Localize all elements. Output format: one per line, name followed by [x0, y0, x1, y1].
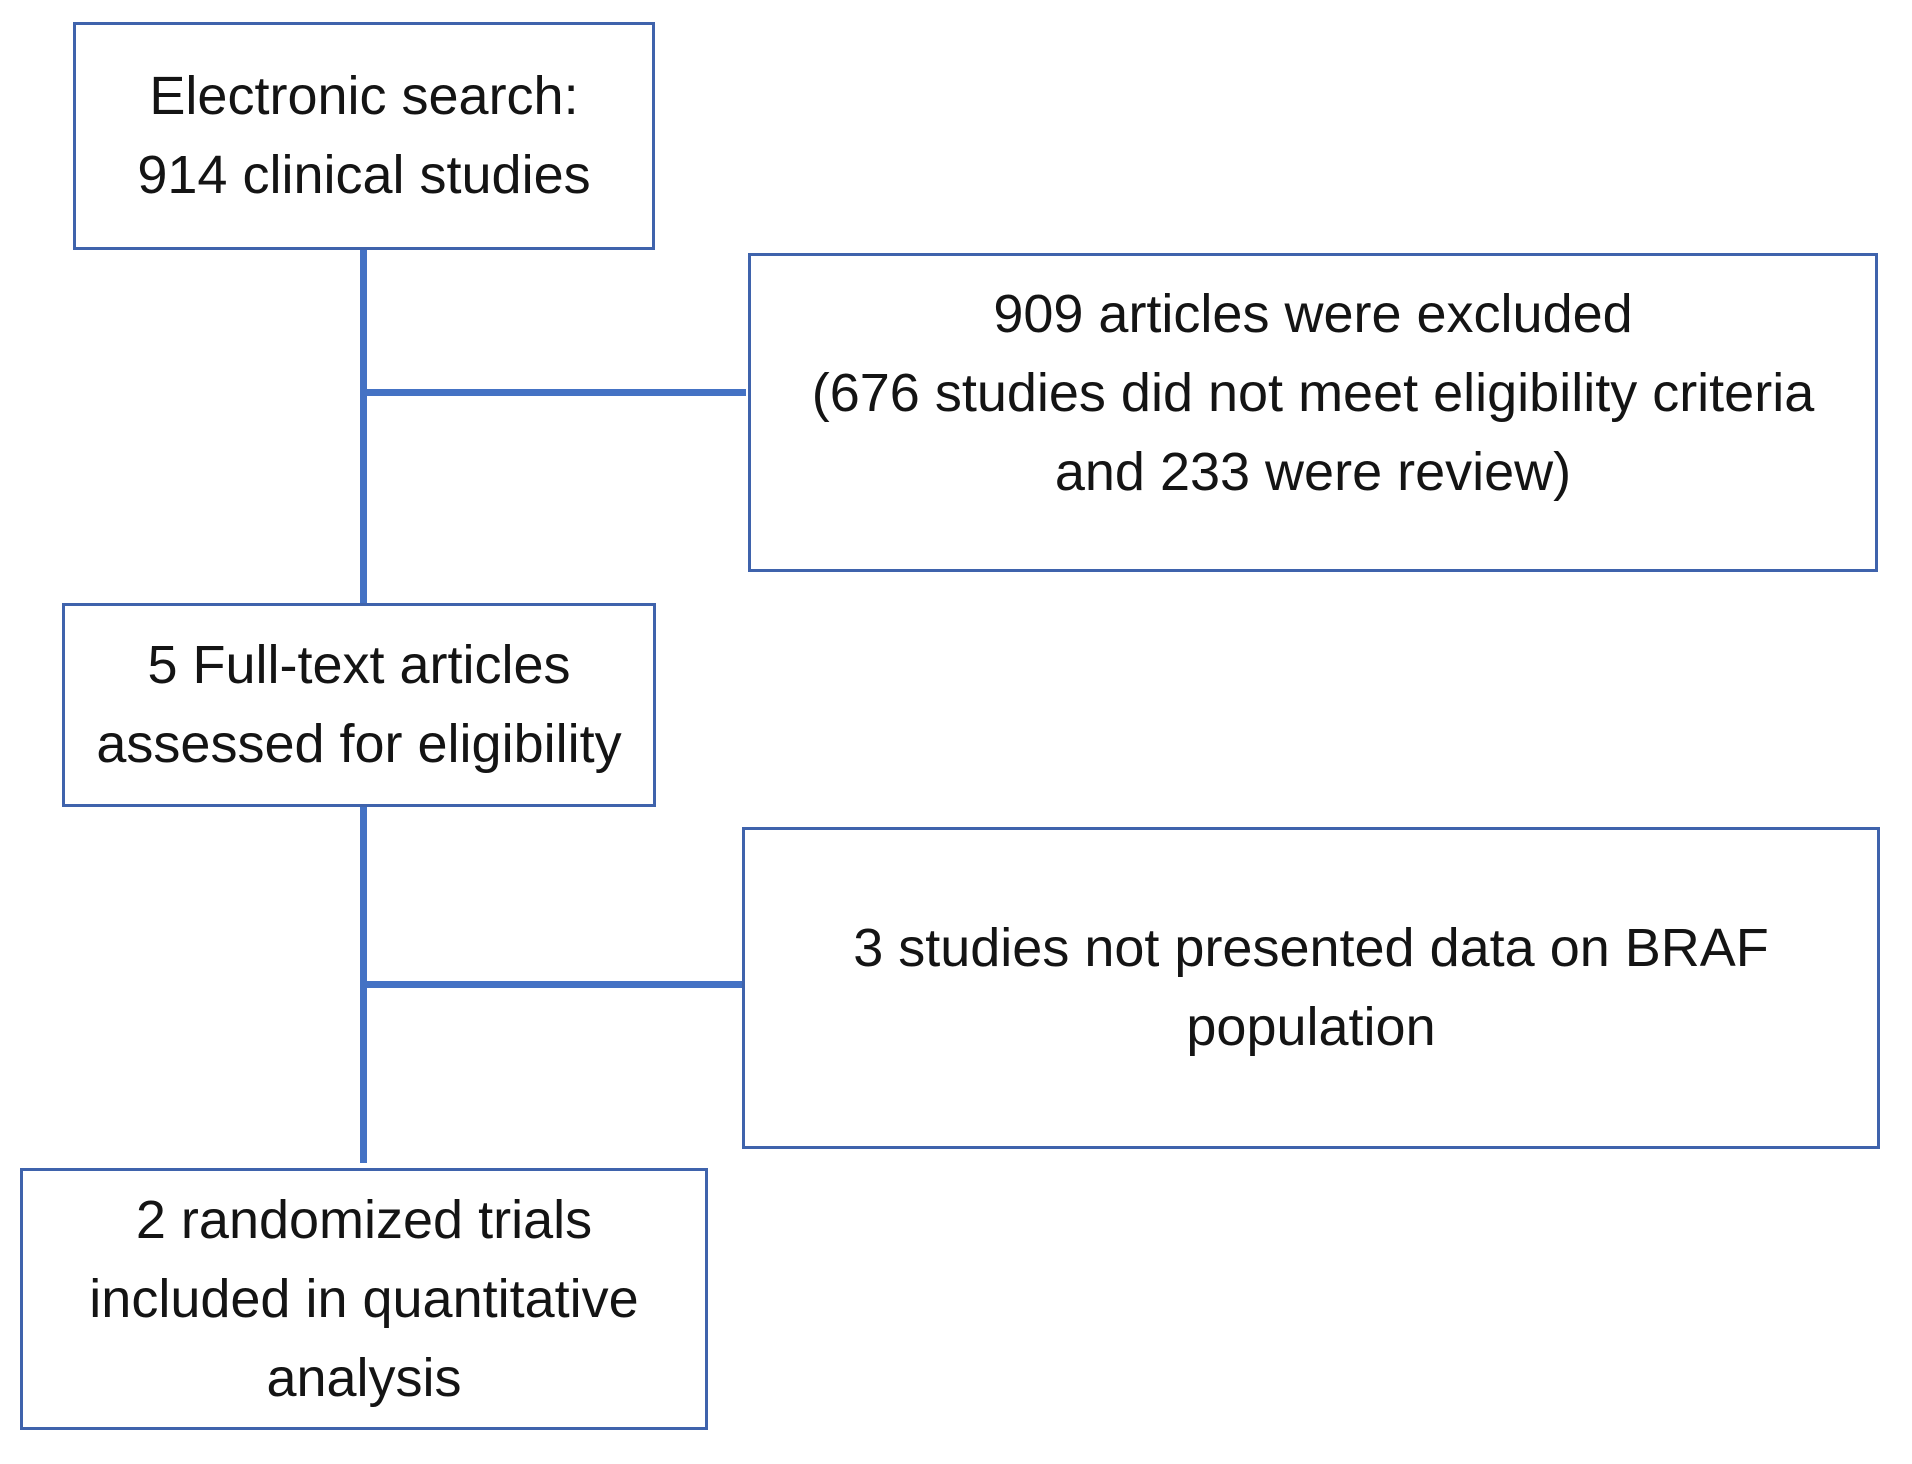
- box-text-line: Electronic search:: [149, 66, 579, 126]
- box-text-line: 5 Full-text articles: [147, 635, 571, 695]
- box-text-line: assessed for eligibility: [96, 714, 622, 774]
- flow-box-studies-not-presented-braf: 3 studies not presented data on BRAF pop…: [742, 827, 1880, 1149]
- box-text-line: analysis: [266, 1347, 462, 1408]
- box-text-line: 3 studies not presented data on BRAF: [853, 918, 1769, 978]
- box-text-line: population: [1186, 997, 1436, 1057]
- box-text-line: and 233 were review): [1054, 442, 1572, 502]
- box-text-line: 909 articles were excluded: [993, 284, 1633, 344]
- box-text-line: (676 studies did not meet eligibility cr…: [811, 363, 1815, 423]
- flow-box-electronic-search: Electronic search: 914 clinical studies: [73, 22, 655, 250]
- connector-vertical-top: [360, 248, 367, 606]
- box-text-line: 2 randomized trials: [135, 1189, 593, 1250]
- connector-horizontal-bottom: [363, 981, 742, 988]
- flow-box-randomized-trials-included: 2 randomized trials included in quantita…: [20, 1168, 708, 1430]
- flow-box-full-text-assessed: 5 Full-text articles assessed for eligib…: [62, 603, 656, 807]
- connector-horizontal-top: [363, 389, 746, 396]
- box-text-line: included in quantitative: [89, 1268, 639, 1329]
- box-text-line: 914 clinical studies: [137, 145, 591, 205]
- flow-box-articles-excluded: 909 articles were excluded (676 studies …: [748, 253, 1878, 572]
